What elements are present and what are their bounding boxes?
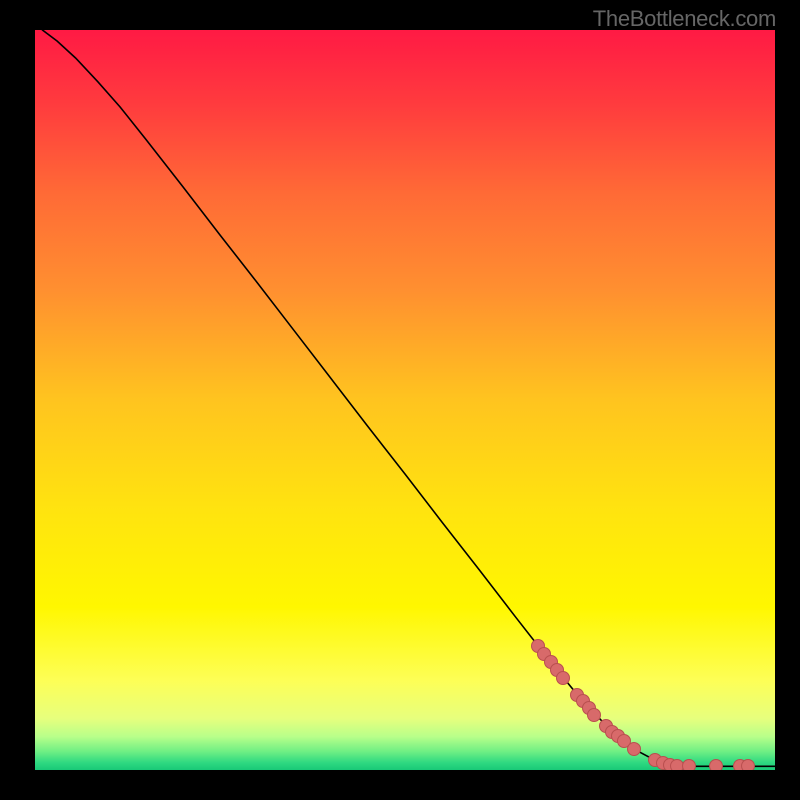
watermark-label: TheBottleneck.com	[593, 6, 776, 32]
data-marker	[587, 708, 601, 722]
data-marker	[556, 671, 570, 685]
bottleneck-curve	[42, 30, 775, 766]
data-marker	[741, 759, 755, 770]
data-marker	[627, 742, 641, 756]
data-marker	[682, 759, 696, 770]
data-marker	[709, 759, 723, 770]
curve-layer	[35, 30, 775, 770]
chart-frame: TheBottleneck.com	[0, 0, 800, 800]
plot-area	[35, 30, 775, 770]
